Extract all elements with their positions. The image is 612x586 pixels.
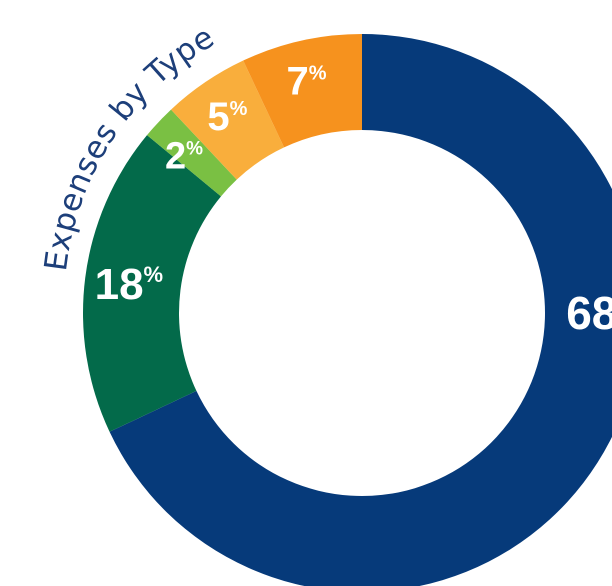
slice-label-68: 68%: [566, 287, 612, 339]
slice-label-2: 2%: [165, 136, 203, 178]
slice-labels: 68% 18% 2%5% 7%: [95, 60, 612, 339]
slice-7: [243, 34, 362, 148]
slice-label-5: 5%: [207, 95, 247, 139]
slice-18: [83, 135, 221, 432]
donut-slices: [83, 34, 612, 586]
slice-label-18: 18%: [95, 260, 164, 309]
slice-label-7: 7%: [286, 60, 326, 104]
slice-68: [109, 34, 612, 586]
slice-2: [147, 109, 237, 197]
slice-5: [171, 60, 285, 180]
